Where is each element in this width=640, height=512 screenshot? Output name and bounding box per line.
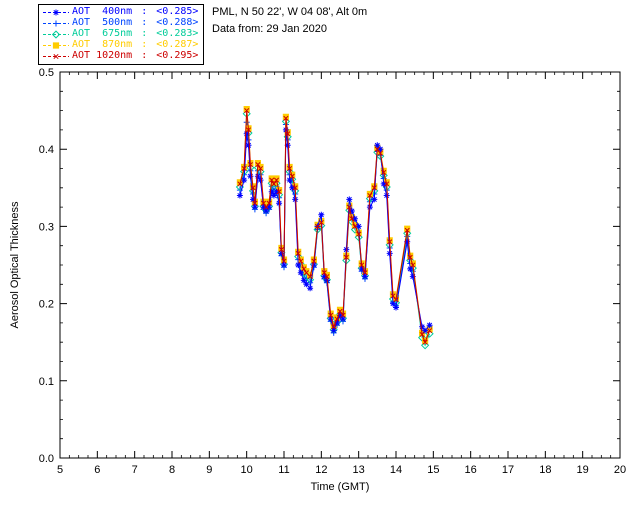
legend-marker-icon: [53, 9, 59, 15]
x-tick-label: 15: [427, 464, 439, 476]
x-tick-label: 9: [206, 464, 212, 476]
x-tick-label: 18: [539, 464, 551, 476]
legend-label: AOT 500nm: [72, 17, 133, 28]
series-line: [239, 122, 431, 343]
legend-mean-value: <0.285>: [156, 6, 199, 17]
legend-line-sample: [43, 53, 69, 59]
legend-mean-value: <0.288>: [156, 17, 199, 28]
legend-marker-icon: [53, 20, 59, 26]
legend-row: AOT 1020nm : <0.295>: [43, 51, 198, 61]
y-tick-label: 0.2: [39, 299, 54, 311]
y-tick-label: 0.5: [39, 67, 54, 79]
y-axis-title: Aerosol Optical Thickness: [9, 201, 21, 328]
legend-row: AOT 675nm : <0.283>: [43, 29, 198, 39]
legend-box: AOT 400nm : <0.285> AOT 500nm : <0.288> AO…: [38, 4, 205, 65]
series-markers: [236, 126, 433, 334]
legend-label: AOT 675nm: [72, 28, 133, 39]
series-markers: [235, 109, 434, 350]
series-markers: [236, 119, 433, 344]
series-line: [239, 110, 431, 344]
legend-label: AOT 400nm: [72, 6, 133, 17]
x-tick-label: 14: [390, 464, 402, 476]
legend-label: AOT 1020nm: [72, 50, 133, 61]
legend-row: AOT 400nm : <0.285>: [43, 7, 198, 17]
data-date: Data from: 29 Jan 2020: [212, 23, 327, 35]
legend-marker-icon: [51, 29, 61, 39]
y-tick-label: 0.0: [39, 453, 54, 465]
legend-separator: :: [135, 50, 154, 61]
series-870nm: [236, 106, 433, 344]
x-tick-label: 6: [94, 464, 100, 476]
legend-marker-icon: [53, 53, 59, 59]
legend-line-sample: [43, 41, 69, 49]
series-1020nm: [237, 108, 433, 345]
x-tick-label: 7: [132, 464, 138, 476]
x-tick-label: 5: [57, 464, 63, 476]
x-tick-label: 13: [353, 464, 365, 476]
x-tick-label: 20: [614, 464, 626, 476]
series-line: [239, 109, 431, 343]
legend-separator: :: [135, 17, 154, 28]
legend-row: AOT 500nm : <0.288>: [43, 18, 198, 28]
plot-box: [59, 71, 621, 459]
legend-separator: :: [135, 39, 154, 50]
x-axis-title: Time (GMT): [311, 481, 370, 493]
series-400nm: [236, 126, 433, 334]
legend-line-sample: [43, 9, 69, 15]
series-500nm: [236, 119, 433, 344]
legend-mean-value: <0.287>: [156, 39, 199, 50]
legend-separator: :: [135, 6, 154, 17]
x-tick-label: 10: [241, 464, 253, 476]
minor-ticks: [60, 72, 620, 458]
x-tick-label: 12: [315, 464, 327, 476]
legend-mean-value: <0.295>: [156, 50, 199, 61]
series-675nm: [235, 109, 434, 350]
series-markers: [237, 108, 433, 345]
legend-line-sample: [43, 20, 69, 26]
legend-mean-value: <0.283>: [156, 28, 199, 39]
series-markers: [236, 106, 433, 344]
legend-separator: :: [135, 28, 154, 39]
legend-label: AOT 870nm: [72, 39, 133, 50]
series-line: [239, 113, 431, 347]
series-line: [239, 129, 430, 333]
x-tick-label: 11: [278, 464, 289, 476]
x-tick-label: 17: [502, 464, 514, 476]
x-tick-label: 16: [465, 464, 477, 476]
major-ticks: [59, 71, 621, 459]
legend-row: AOT 870nm : <0.287>: [43, 40, 198, 50]
x-tick-label: 8: [169, 464, 175, 476]
station-info: PML, N 50 22', W 04 08', Alt 0m: [212, 6, 368, 18]
y-tick-label: 0.3: [39, 221, 54, 233]
y-tick-label: 0.4: [39, 144, 54, 156]
x-tick-label: 19: [577, 464, 589, 476]
legend-marker-icon: [52, 41, 60, 49]
legend-line-sample: [43, 29, 69, 39]
y-tick-label: 0.1: [39, 376, 54, 388]
